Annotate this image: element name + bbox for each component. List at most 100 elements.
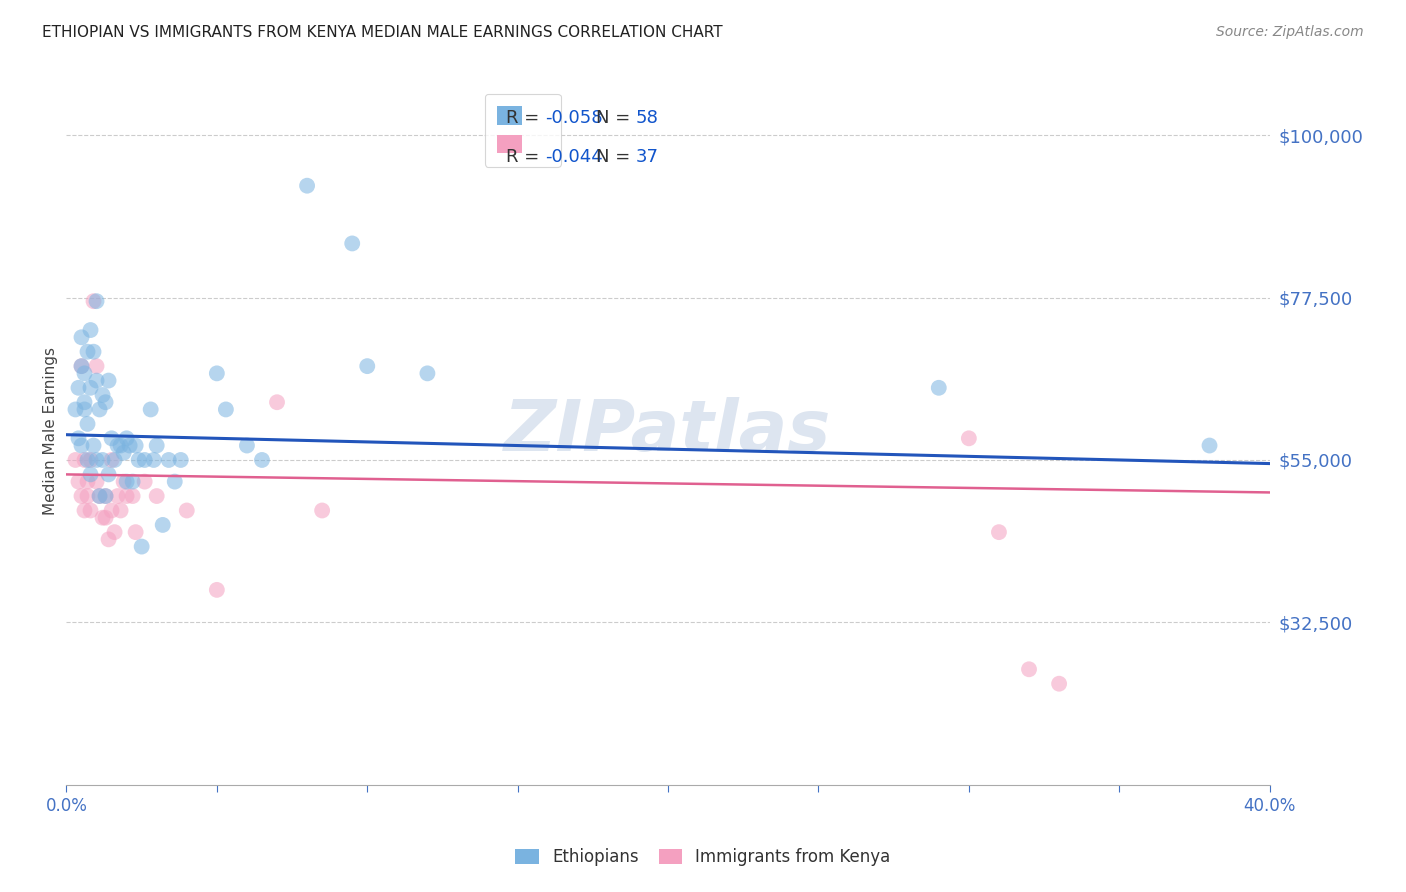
Point — [170, 453, 193, 467]
Point — [100, 453, 122, 467]
Point — [97, 533, 120, 547]
Point — [76, 489, 98, 503]
Point — [115, 489, 138, 503]
Point — [89, 489, 111, 503]
Text: 37: 37 — [636, 148, 658, 166]
Point — [83, 438, 105, 452]
Point — [215, 402, 238, 417]
Point — [89, 489, 111, 503]
Point — [76, 417, 98, 431]
Point — [86, 453, 108, 467]
Point — [94, 489, 117, 503]
Point — [115, 475, 138, 489]
Point — [67, 381, 90, 395]
Point — [79, 503, 101, 517]
Point — [79, 467, 101, 482]
Legend: Ethiopians, Immigrants from Kenya: Ethiopians, Immigrants from Kenya — [509, 842, 897, 873]
Point — [73, 453, 96, 467]
Point — [205, 367, 228, 381]
Point — [73, 402, 96, 417]
Text: Source: ZipAtlas.com: Source: ZipAtlas.com — [1216, 25, 1364, 39]
Point — [83, 344, 105, 359]
Point — [356, 359, 378, 373]
Point — [205, 582, 228, 597]
Point — [70, 359, 93, 373]
Point — [76, 453, 98, 467]
Point — [67, 475, 90, 489]
Point — [94, 395, 117, 409]
Point — [142, 453, 165, 467]
Point — [70, 359, 93, 373]
Point — [70, 438, 93, 452]
Point — [1018, 662, 1040, 676]
Point — [79, 381, 101, 395]
Point — [110, 438, 132, 452]
Point — [157, 453, 180, 467]
Point — [118, 438, 141, 452]
Point — [100, 503, 122, 517]
Point — [86, 475, 108, 489]
Text: -0.058: -0.058 — [546, 109, 603, 128]
Text: -0.044: -0.044 — [546, 148, 603, 166]
Point — [139, 402, 162, 417]
Point — [134, 475, 156, 489]
Point — [91, 510, 114, 524]
Point — [131, 540, 153, 554]
Point — [73, 367, 96, 381]
Point — [110, 503, 132, 517]
Point — [83, 294, 105, 309]
Point — [112, 475, 135, 489]
Legend:   ,   : , — [485, 94, 561, 167]
Point — [73, 503, 96, 517]
Point — [97, 374, 120, 388]
Point — [128, 453, 150, 467]
Point — [121, 489, 143, 503]
Point — [86, 359, 108, 373]
Point — [67, 431, 90, 445]
Point — [163, 475, 186, 489]
Text: N =: N = — [596, 148, 636, 166]
Point — [76, 344, 98, 359]
Point — [94, 510, 117, 524]
Text: 58: 58 — [636, 109, 658, 128]
Point — [65, 453, 87, 467]
Point — [70, 330, 93, 344]
Point — [957, 431, 980, 445]
Text: ZIPatlas: ZIPatlas — [505, 397, 832, 466]
Point — [76, 475, 98, 489]
Point — [112, 446, 135, 460]
Point — [115, 431, 138, 445]
Point — [73, 395, 96, 409]
Point — [94, 489, 117, 503]
Point — [91, 453, 114, 467]
Point — [79, 453, 101, 467]
Point — [152, 517, 174, 532]
Point — [987, 525, 1010, 540]
Point — [100, 431, 122, 445]
Point — [1198, 438, 1220, 452]
Point — [145, 438, 167, 452]
Point — [176, 503, 198, 517]
Point — [1047, 676, 1070, 690]
Point — [103, 453, 125, 467]
Point — [342, 236, 364, 251]
Point — [311, 503, 333, 517]
Point — [145, 489, 167, 503]
Point — [236, 438, 259, 452]
Point — [79, 323, 101, 337]
Point — [89, 402, 111, 417]
Point — [70, 489, 93, 503]
Point — [107, 438, 129, 452]
Point — [124, 438, 146, 452]
Point — [121, 475, 143, 489]
Point — [97, 467, 120, 482]
Point — [928, 381, 950, 395]
Point — [86, 294, 108, 309]
Point — [103, 525, 125, 540]
Text: N =: N = — [596, 109, 636, 128]
Point — [124, 525, 146, 540]
Text: R =: R = — [506, 148, 544, 166]
Point — [134, 453, 156, 467]
Text: R =: R = — [506, 109, 544, 128]
Point — [416, 367, 439, 381]
